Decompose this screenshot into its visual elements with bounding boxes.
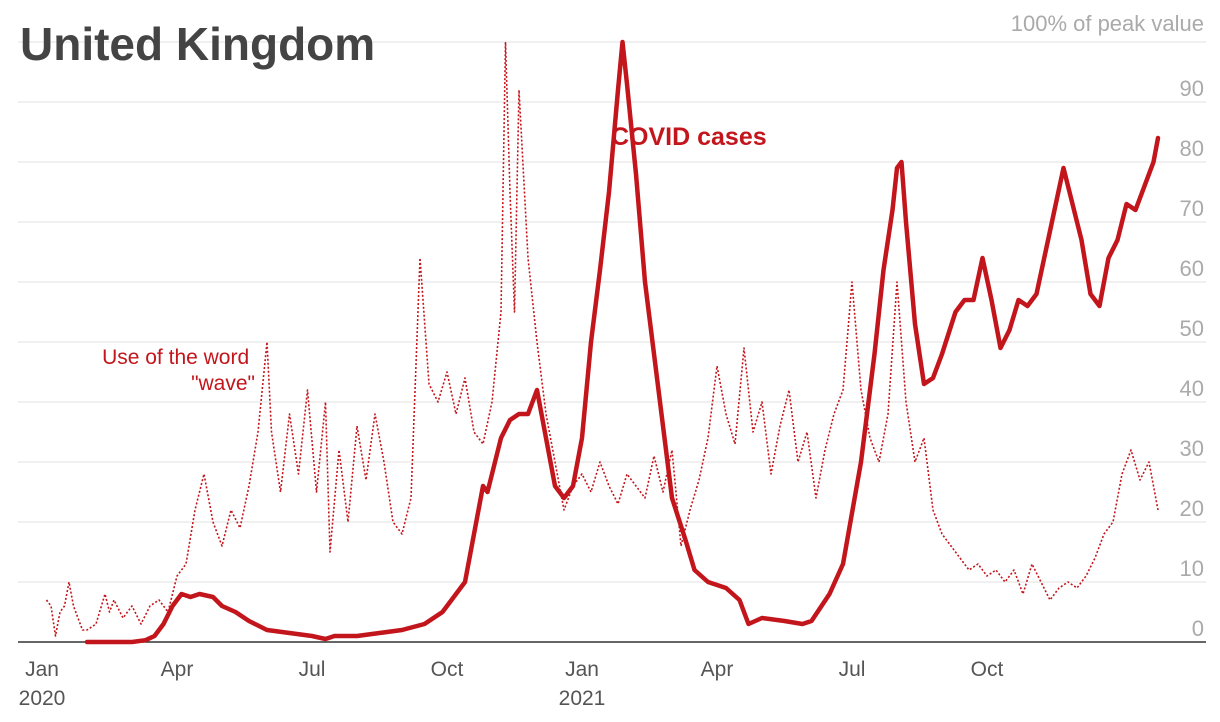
x-tick-label: Apr xyxy=(161,658,194,681)
y-tick-label: 0 xyxy=(1192,616,1204,641)
y-axis: 0 10 20 30 40 50 60 70 80 90 xyxy=(1180,76,1204,641)
x-tick-label: Oct xyxy=(431,658,464,681)
y-axis-label: 100% of peak value xyxy=(1011,11,1204,36)
y-tick-label: 80 xyxy=(1180,136,1204,161)
x-tick-label: Jul xyxy=(299,658,326,681)
x-tick-label: Jan xyxy=(565,658,599,681)
x-tick-year-label: 2020 xyxy=(19,687,66,710)
y-tick-label: 20 xyxy=(1180,496,1204,521)
y-tick-label: 50 xyxy=(1180,316,1204,341)
x-tick-label: Jul xyxy=(839,658,866,681)
x-axis: Jan 2020 Apr Jul Oct Jan 2021 Apr Jul Oct xyxy=(19,658,1004,710)
wave-word-series-line xyxy=(45,41,1159,637)
y-tick-label: 10 xyxy=(1180,556,1204,581)
gridlines xyxy=(18,41,1206,643)
wave-annotation: Use of the word "wave" xyxy=(102,346,255,395)
x-tick-label: Jan xyxy=(25,658,59,681)
y-tick-label: 70 xyxy=(1180,196,1204,221)
covid-cases-series-line xyxy=(84,39,1161,645)
y-tick-label: 60 xyxy=(1180,256,1204,281)
x-tick-year-label: 2021 xyxy=(559,687,606,710)
plot-area xyxy=(45,39,1161,645)
x-tick-label: Oct xyxy=(971,658,1004,681)
y-tick-label: 30 xyxy=(1180,436,1204,461)
chart-title: United Kingdom xyxy=(20,18,375,70)
y-tick-label: 90 xyxy=(1180,76,1204,101)
covid-cases-annotation: COVID cases xyxy=(611,123,767,151)
y-tick-label: 40 xyxy=(1180,376,1204,401)
x-tick-label: Apr xyxy=(701,658,734,681)
